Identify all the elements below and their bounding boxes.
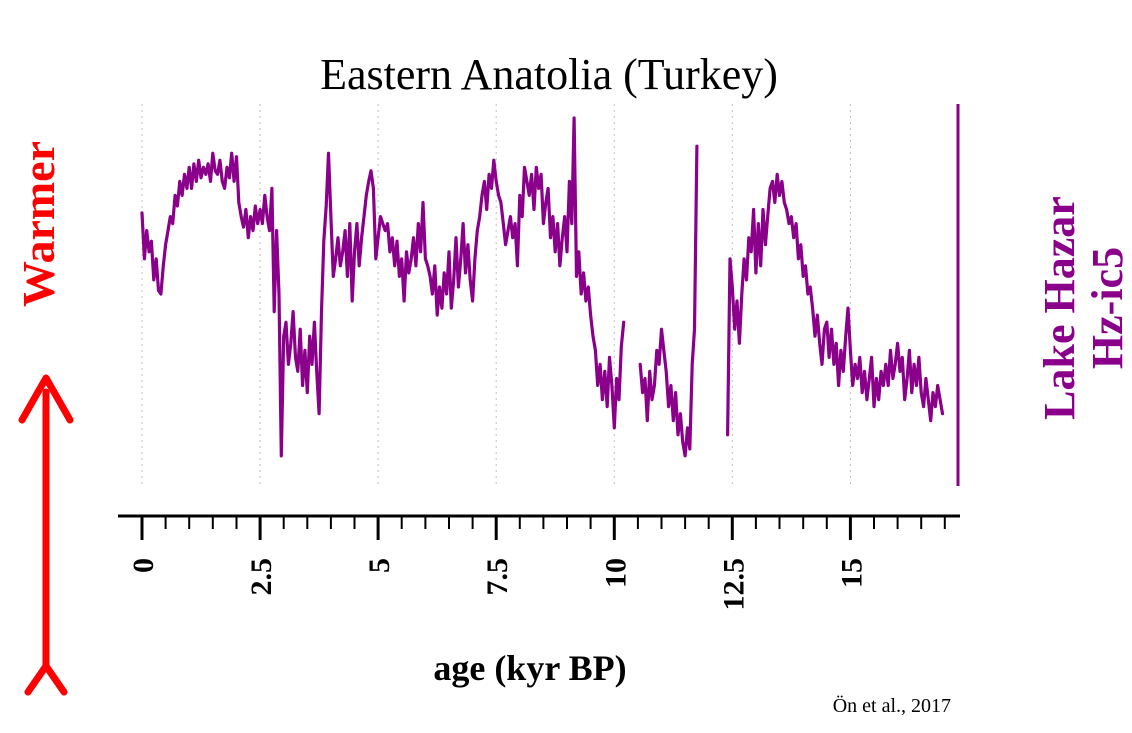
grid-lines (141, 104, 851, 486)
chart-title: Eastern Anatolia (Turkey) (320, 50, 778, 99)
x-axis-ticks (140, 516, 946, 540)
series-line-segment (726, 172, 945, 437)
series-label: Lake Hazar Hz-ic5 (1035, 196, 1132, 420)
x-tick-label: 0 (127, 558, 160, 573)
x-tick-label: 10 (599, 558, 632, 588)
x-tick-label: 12.5 (717, 558, 750, 611)
x-tick-label: 7.5 (481, 558, 514, 596)
series-line-segment (140, 116, 626, 458)
series-line-segment (638, 144, 699, 458)
series-lake-hazar (140, 116, 945, 458)
warmer-label: Warmer (13, 141, 64, 307)
series-label-line-1: Lake Hazar (1035, 196, 1084, 420)
x-axis-tick-labels: 0 2.5 5 7.5 10 12.5 15 (127, 558, 868, 611)
warmer-arrow-icon (18, 374, 74, 696)
credit-text: Ön et al., 2017 (833, 694, 951, 717)
x-tick-label: 15 (835, 558, 868, 588)
x-axis-label: age (kyr BP) (433, 648, 626, 688)
x-tick-label: 2.5 (245, 558, 278, 596)
x-tick-label: 5 (363, 558, 396, 573)
series-label-line-2: Hz-ic5 (1083, 247, 1132, 369)
